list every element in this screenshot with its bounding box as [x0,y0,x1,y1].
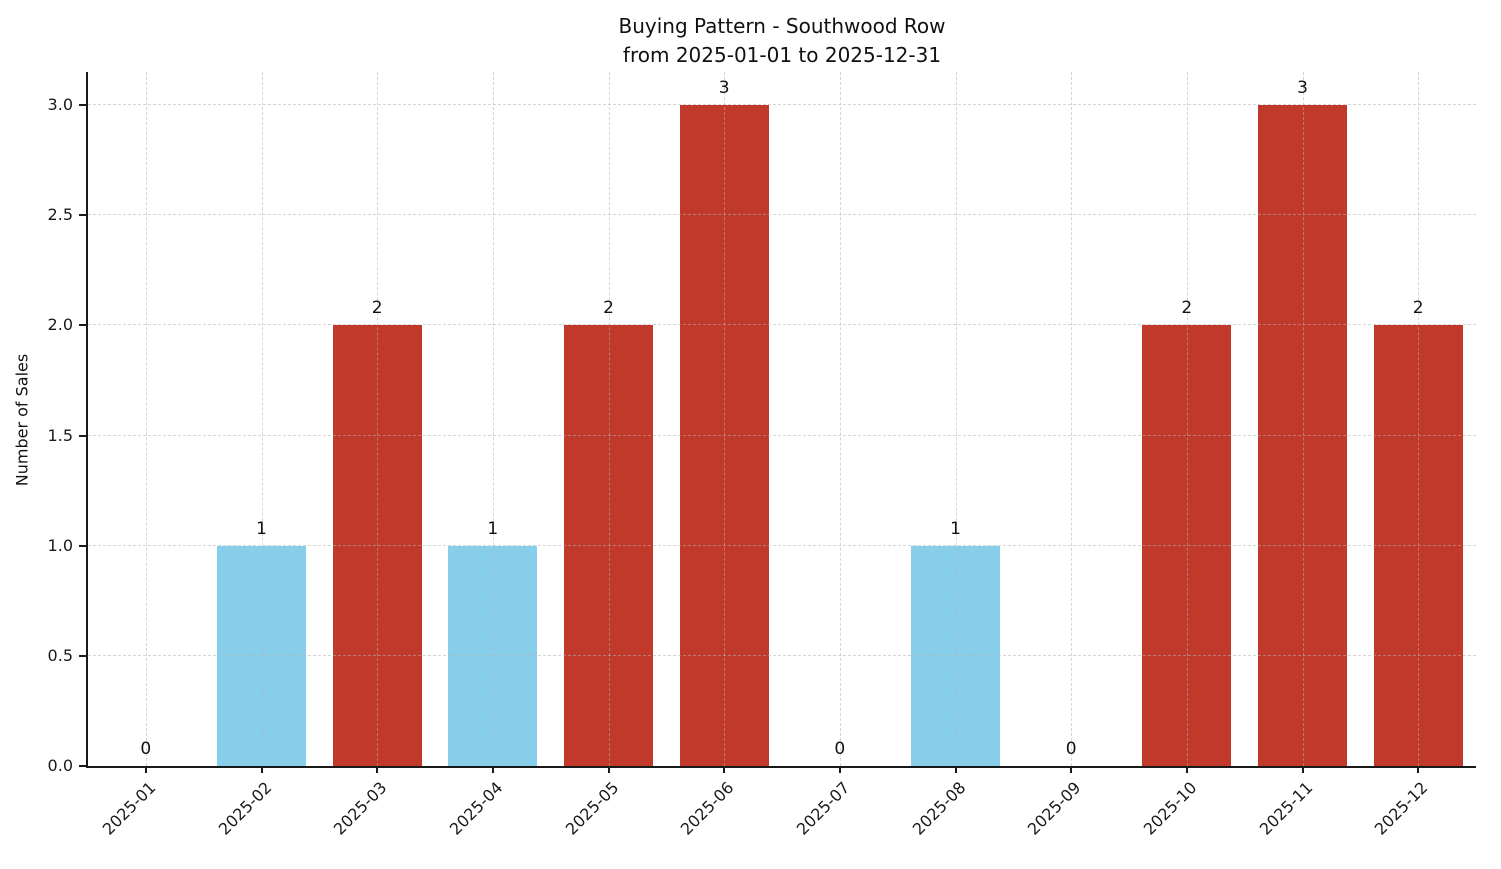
bar-value-label: 3 [718,78,730,99]
x-tick [144,766,147,773]
x-tick [1070,766,1073,773]
y-tick [79,765,86,767]
gridline [88,654,1476,656]
x-tick [1185,766,1188,773]
y-axis-label: Number of Sales [12,353,32,487]
x-tick-label: 2025-07 [792,778,854,839]
x-tick-label: 2025-03 [329,778,391,839]
x-tick-label: 2025-02 [214,778,275,839]
gridline [145,72,147,766]
x-tick [1417,766,1420,773]
gridline [261,72,263,766]
bar-value-label: 2 [1181,298,1193,319]
bar-value-label: 2 [603,298,614,319]
gridline [724,72,726,766]
gridline [88,544,1476,546]
bar-value-label: 2 [1412,298,1424,319]
x-tick [954,766,957,773]
bar-value-label: 0 [1065,739,1077,759]
y-tick-label: 0.0 [47,756,73,775]
y-tick [79,104,86,107]
gridline [839,72,841,766]
x-tick-label: 2025-09 [1023,778,1085,839]
chart-title-line2: from 2025-01-01 to 2025-12-31 [622,43,942,67]
x-tick [491,766,494,773]
bar-value-label: 0 [834,739,846,759]
bar-value-label: 3 [1297,78,1308,99]
y-tick-label: 2.0 [47,315,73,335]
x-tick [723,766,726,773]
gridline [955,72,957,766]
y-tick [79,654,86,657]
plot-area: 0 1 2 1 2 3 0 1 0 2 3 2 2025-01 2025-02 2025-03 2025-04… [48,72,1476,839]
gridline [377,72,379,766]
x-tick-label: 2025-08 [908,778,969,839]
gridline [1302,72,1304,766]
y-tick-label: 1.0 [47,535,73,555]
y-tick [79,434,86,437]
bar-value-label: 1 [256,518,267,539]
bar-value-label: 0 [140,739,152,759]
chart-title-line1: Buying Pattern - Southwood Row [618,14,946,38]
x-tick [607,766,610,773]
gridline [1418,72,1420,766]
y-tick-label: 2.5 [47,205,73,225]
gridline [492,72,494,766]
y-tick-label: 1.5 [47,425,73,445]
x-tick [838,766,841,773]
gridline [88,434,1476,436]
gridline [88,324,1476,326]
x-tick-label: 2025-04 [445,778,507,839]
x-tick-label: 2025-06 [676,778,738,839]
gridline [608,72,610,766]
x-tick-label: 2025-12 [1370,778,1432,839]
x-tick-label: 2025-01 [98,778,160,839]
x-tick-label: 2025-05 [561,778,622,839]
bar-value-label: 2 [371,298,383,319]
gridline [1071,72,1073,766]
gridline [88,104,1476,106]
bar-value-label: 1 [487,518,499,539]
x-tick [376,766,379,773]
x-tick-label: 2025-10 [1139,778,1201,839]
y-tick [79,214,86,217]
y-tick-label: 3.0 [47,95,73,115]
bar-value-label: 1 [950,518,961,539]
x-tick [1301,766,1304,773]
y-tick-label: 0.5 [47,645,73,665]
chart-title: Buying Pattern - Southwood Row from 2025… [88,12,1476,70]
gridline [88,214,1476,216]
gridline [1186,72,1188,766]
y-tick [79,324,86,327]
y-tick [79,544,86,547]
x-tick-label: 2025-11 [1255,778,1316,839]
x-tick [260,766,263,773]
